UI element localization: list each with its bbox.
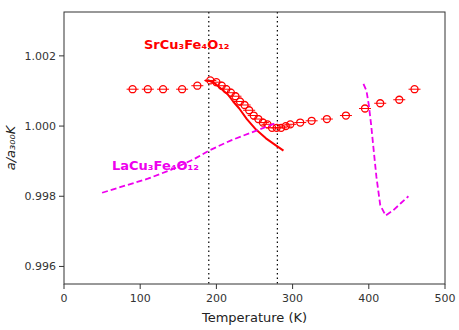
x-tick [368, 284, 369, 289]
x-tick-label: 500 [435, 292, 456, 305]
point [393, 96, 405, 103]
point [127, 86, 139, 93]
point [191, 82, 203, 89]
x-tick-label: 300 [282, 292, 303, 305]
annotation: SrCu₃Fe₄O₁₂ [144, 37, 230, 52]
x-tick [64, 284, 65, 289]
point [321, 116, 333, 123]
point [243, 107, 255, 114]
x-tick-label: 0 [61, 292, 68, 305]
x-tick [216, 284, 217, 289]
x-tick [292, 284, 293, 289]
point [284, 121, 296, 128]
frame [64, 12, 445, 284]
plot-data [102, 12, 420, 284]
axes: 0 100 200 300 400 500 0.996 0.998 1.000 1.002 [25, 50, 456, 305]
y-tick-label: 0.998 [25, 190, 57, 203]
y-tick-label: 0.996 [25, 260, 57, 273]
line [205, 80, 283, 150]
point [280, 123, 292, 130]
x-tick-label: 100 [130, 292, 151, 305]
y-tick [59, 196, 64, 197]
reference-line [277, 12, 278, 284]
line [102, 123, 277, 193]
plot-area [64, 12, 445, 284]
y-tick [59, 126, 64, 127]
x-tick-label: 200 [206, 292, 227, 305]
x-tick [140, 284, 141, 289]
line [363, 84, 408, 216]
x-tick-label: 400 [358, 292, 379, 305]
y-tick-label: 1.002 [25, 50, 57, 63]
point [409, 86, 421, 93]
point [294, 119, 306, 126]
point [257, 119, 269, 126]
point [275, 124, 287, 131]
point [374, 100, 386, 107]
point [306, 117, 318, 124]
point [142, 86, 154, 93]
chart: 0 100 200 300 400 500 0.996 0.998 1.000 1.002 SrCu… [0, 0, 459, 330]
x-axis-label: Temperature (K) [201, 310, 307, 325]
annotation: LaCu₃Fe₄O₁₂ [112, 158, 199, 173]
point [157, 86, 169, 93]
point [340, 112, 352, 119]
point [239, 102, 251, 109]
annotations: SrCu₃Fe₄O₁₂ LaCu₃Fe₄O₁₂ [112, 37, 230, 173]
y-axis-label: a/a₃₀₀K [3, 124, 18, 170]
reference-line [208, 12, 209, 284]
y-tick-label: 1.000 [25, 120, 57, 133]
x-tick [445, 284, 446, 289]
point [176, 86, 188, 93]
y-tick [59, 266, 64, 267]
y-tick [59, 55, 64, 56]
